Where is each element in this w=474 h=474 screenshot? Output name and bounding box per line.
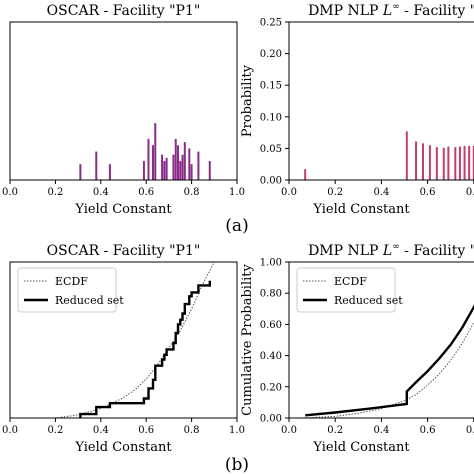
bar [179,161,182,180]
bar [183,142,186,180]
bar [152,145,155,180]
x-tick-label: 0.2 [327,425,343,436]
x-tick-label: 0.6 [138,187,154,198]
bar [176,145,179,180]
bar [154,123,157,180]
x-axis-label: Yield Constant [312,202,410,217]
x-tick-label: 1.0 [229,187,245,198]
x-tick-label: 0.4 [93,425,109,436]
y-tick-label: 0.20 [260,382,282,393]
plot-frame [288,21,474,181]
x-tick-label: 0.6 [420,187,436,198]
y-tick-label: 0.60 [260,320,282,331]
bar [415,141,418,180]
y-tick-label: 0.00 [260,176,282,187]
subfigure-label-b: (b) [225,455,249,474]
bar [468,145,471,180]
y-tick-label: 0.15 [260,81,282,92]
chart-title: OSCAR - Facility "P1" [47,3,201,19]
subfigure-label-a: (a) [225,216,248,236]
legend-label: Reduced set [55,294,124,307]
bar [428,145,431,180]
x-tick-label: 0.8 [184,425,200,436]
x-axis-label: Yield Constant [74,440,172,455]
bar [421,143,424,180]
chart-title: OSCAR - Facility "P1" [47,243,201,259]
x-tick-label: 0.4 [373,187,389,198]
x-tick-label: 0.0 [281,187,297,198]
legend-label: ECDF [55,275,88,288]
chart-title: DMP NLP L∞ - Facility "P1" [308,2,474,19]
x-tick-label: 0.6 [138,425,154,436]
bar [472,145,474,180]
y-axis-label: Cumulative Probability [240,263,255,415]
y-tick-label: 0.10 [260,112,282,123]
x-tick-label: 0.2 [47,187,63,198]
bar [454,147,457,180]
x-tick-label: 0.6 [420,425,436,436]
dmp-cdf-panel: ECDF Reduced set 0.0 0.2 0.4 0.6 0.8 Yield Cons… [240,242,474,455]
x-tick-label: 1.0 [229,425,245,436]
legend-label: ECDF [334,275,367,288]
plot-frame [9,21,238,181]
y-tick-label: 0.25 [260,18,282,29]
bar [165,157,168,180]
y-tick-label: 0.00 [260,414,282,425]
bar [79,164,82,180]
x-tick-label: 0.0 [2,425,18,436]
bar [435,147,438,180]
y-tick-label: 0.05 [260,144,282,155]
x-tick-label: 0.4 [373,425,389,436]
x-tick-label: 0.8 [466,425,474,436]
x-tick-label: 0.0 [2,187,18,198]
bar [147,138,150,180]
y-tick-label: 0.40 [260,351,282,362]
bar [163,161,166,180]
bar [95,151,98,180]
bar [174,138,177,180]
x-tick-label: 0.8 [466,187,474,198]
plot-frame [9,261,238,419]
x-tick-label: 0.2 [327,187,343,198]
bar [161,154,164,180]
x-tick-label: 0.0 [281,425,297,436]
x-tick-label: 0.2 [47,425,63,436]
chart-title: DMP NLP L∞ - Facility "P1" [308,242,474,259]
bar [188,148,191,180]
bar [304,169,307,180]
bar [405,131,408,180]
x-tick-label: 0.4 [93,187,109,198]
bar [190,164,193,180]
oscar-probability-panel: 0.0 0.2 0.4 0.6 0.8 1.0 Yield Constant OSCAR - … [2,3,245,217]
dmp-probability-panel: 0.0 0.2 0.4 0.6 0.8 Yield Constant 0.00 0.05 0.1… [240,2,474,217]
bar [197,151,200,180]
bar [447,146,450,180]
bar [142,161,145,180]
reduced-set-series-line [79,280,212,418]
bar [181,154,184,180]
bar [458,146,461,180]
y-tick-label: 0.80 [260,289,282,300]
y-tick-label: 1.00 [260,258,282,269]
bar [463,145,466,180]
y-tick-label: 0.20 [260,49,282,60]
plot-frame [288,261,474,419]
x-tick-label: 0.8 [184,187,200,198]
x-axis-label: Yield Constant [74,202,172,217]
bar [108,164,111,180]
x-axis-label: Yield Constant [312,440,410,455]
bar [442,147,445,180]
bar [172,154,175,180]
oscar-cdf-panel: ECDF Reduced set 0.0 0.2 0.4 0.6 0.8 1.0 Yield C… [2,243,245,455]
ecdf-series-line [300,321,474,419]
y-axis-label: Probability [240,64,255,137]
legend-label: Reduced set [334,294,403,307]
bar [208,161,211,180]
